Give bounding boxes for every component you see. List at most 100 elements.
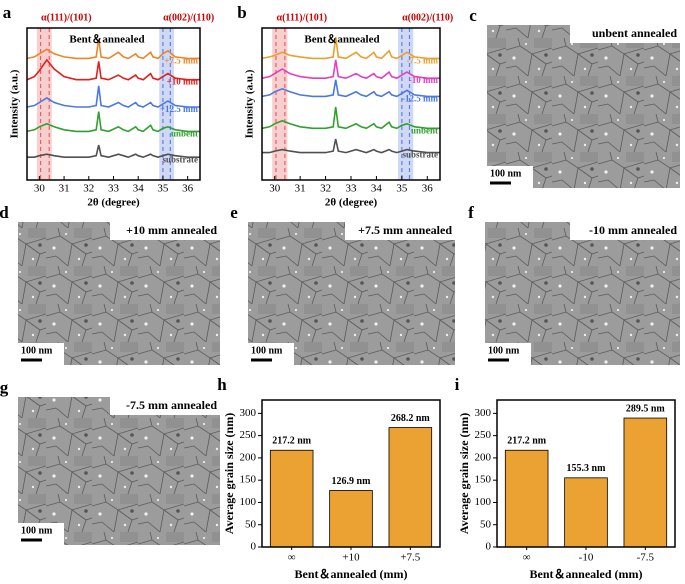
- axes-frame: [261, 27, 441, 181]
- panel-label: e: [230, 203, 238, 222]
- y-tick-label: 200: [475, 451, 492, 463]
- y-axis-label: Intensity (a.u.): [9, 69, 21, 138]
- panel-label: b: [237, 3, 246, 22]
- x-axis-label: 2θ (degree): [325, 197, 378, 209]
- scale-label: 100 nm: [488, 345, 520, 356]
- caption: -7.5 mm annealed: [126, 398, 217, 412]
- xrd-curve: [27, 144, 200, 159]
- panel-label: c: [469, 6, 477, 25]
- micrograph: [18, 222, 220, 365]
- x-tick-label: +7.5: [400, 552, 420, 564]
- x-tick-label: 35: [157, 183, 169, 195]
- micrograph: [485, 222, 680, 365]
- panel-label: i: [455, 375, 460, 394]
- caption-box: [570, 25, 680, 43]
- x-tick-label: ∞: [288, 552, 296, 564]
- series-label: unbent: [411, 125, 438, 135]
- peak-label: α(002)/(110): [402, 12, 453, 23]
- x-tick-label: 34: [371, 183, 383, 195]
- caption-box: [110, 397, 220, 415]
- chart-title: Bent＆annealed: [69, 33, 144, 46]
- series-label: substrate: [403, 150, 439, 160]
- bar: [504, 449, 549, 548]
- y-tick-label: 250: [240, 429, 257, 441]
- value-label: 126.9 nm: [332, 476, 372, 487]
- xrd-curve: [261, 79, 440, 98]
- x-tick-label: 36: [182, 183, 194, 195]
- series-label: unbent: [171, 128, 198, 138]
- x-tick-label: 32: [83, 183, 94, 195]
- series-label: -10 mm: [409, 75, 439, 85]
- micrograph: [18, 397, 220, 545]
- series-label: +12.5 mm: [160, 104, 199, 114]
- y-tick-label: 100: [240, 496, 257, 508]
- x-tick-label: 35: [396, 183, 408, 195]
- panel-label: f: [468, 203, 474, 222]
- x-tick-label: -7.5: [637, 552, 655, 564]
- xrd-curve: [261, 59, 440, 80]
- caption-box: [110, 222, 220, 240]
- value-label: 268.2 nm: [391, 413, 431, 424]
- scale-label: 100 nm: [251, 345, 283, 356]
- scale-label: 100 nm: [21, 525, 53, 536]
- xrd-curve: [261, 106, 440, 130]
- series-label: -12.5 mm: [402, 93, 438, 103]
- value-label: 217.2 nm: [272, 436, 312, 447]
- series-label: substrate: [163, 154, 199, 164]
- axes-frame: [26, 27, 201, 181]
- value-label: 289.5 nm: [626, 403, 666, 414]
- axes-frame: [496, 399, 676, 548]
- y-tick-label: 100: [475, 496, 492, 508]
- bar: [269, 449, 314, 548]
- caption: -10 mm annealed: [589, 223, 677, 237]
- y-tick-label: 0: [251, 541, 257, 553]
- series-label: +10 mm: [167, 77, 199, 87]
- micrograph: [487, 25, 680, 188]
- panel-label: g: [0, 378, 9, 397]
- axes-frame: [261, 399, 441, 548]
- y-tick-label: 300: [475, 407, 492, 419]
- x-tick-label: 33: [108, 183, 120, 195]
- bar: [564, 477, 608, 548]
- x-tick-label: 31: [59, 183, 70, 195]
- x-tick-label: -10: [579, 552, 594, 564]
- y-tick-label: 300: [240, 407, 257, 419]
- peak-label: α(111)/(101): [41, 12, 92, 23]
- chart-title: Bent＆annealed: [304, 33, 379, 46]
- peak-label: α(111)/(101): [277, 12, 328, 23]
- y-tick-label: 150: [240, 474, 257, 486]
- x-axis-label: 2θ (degree): [87, 197, 140, 209]
- series-label: -7.5 mm: [407, 55, 439, 65]
- x-tick-label: 30: [34, 183, 46, 195]
- y-tick-label: 150: [475, 474, 492, 486]
- bar: [329, 490, 373, 548]
- x-tick-label: 36: [422, 183, 434, 195]
- x-tick-label: 32: [320, 183, 331, 195]
- y-axis-label: Average grain size (nm): [457, 413, 471, 534]
- x-tick-label: 30: [269, 183, 281, 195]
- xrd-curve: [26, 85, 200, 108]
- y-tick-label: 0: [486, 541, 492, 553]
- x-tick-label: 31: [295, 183, 306, 195]
- bar: [623, 417, 668, 548]
- value-label: 155.3 nm: [567, 463, 607, 474]
- micrograph: [248, 222, 455, 365]
- scale-label: 100 nm: [490, 168, 522, 179]
- scale-label: 100 nm: [21, 345, 53, 356]
- caption-box: [570, 222, 680, 240]
- y-tick-label: 50: [480, 518, 492, 530]
- panel-label: a: [3, 3, 12, 22]
- peak-label: α(002)/(110): [163, 12, 214, 23]
- y-axis-label: Average grain size (nm): [222, 413, 236, 534]
- panel-label: d: [0, 203, 9, 222]
- caption-box: [345, 222, 455, 240]
- xrd-curve: [26, 58, 200, 81]
- caption: +10 mm annealed: [126, 223, 217, 237]
- x-tick-label: 34: [133, 183, 145, 195]
- series-label: +7.5 mm: [164, 55, 198, 65]
- xrd-curve: [262, 138, 440, 154]
- xrd-curve: [261, 36, 440, 60]
- y-tick-label: 50: [245, 518, 257, 530]
